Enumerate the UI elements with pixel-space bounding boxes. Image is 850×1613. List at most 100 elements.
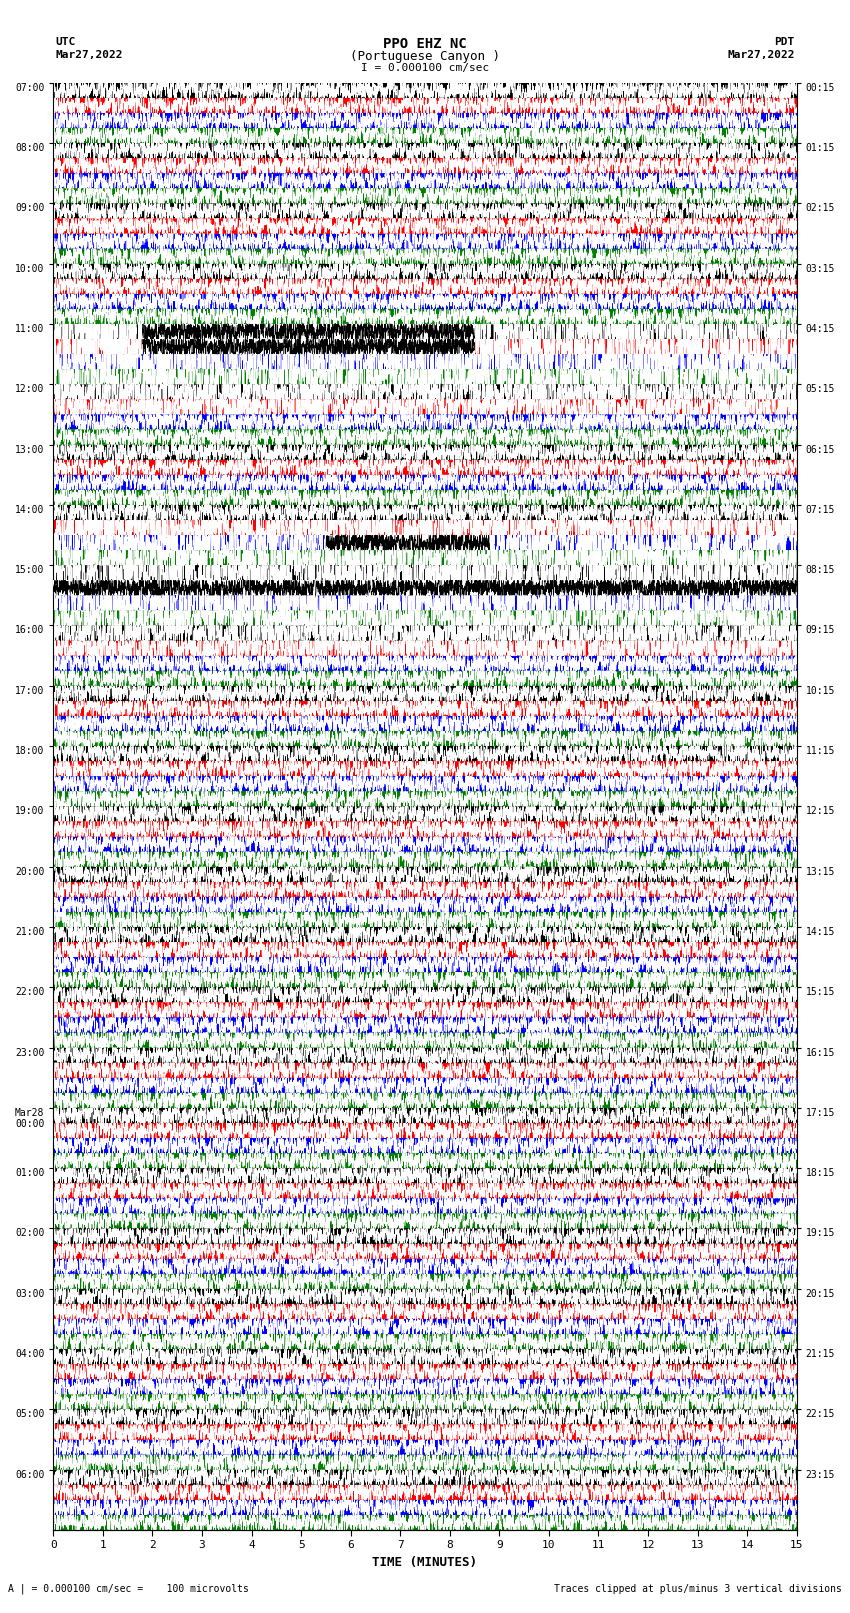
Bar bbox=[54, 1379, 796, 1394]
Bar bbox=[54, 1394, 796, 1410]
Bar bbox=[54, 308, 796, 324]
Bar bbox=[54, 474, 796, 490]
Text: Mar27,2022: Mar27,2022 bbox=[728, 50, 795, 60]
Bar bbox=[54, 173, 796, 189]
Bar bbox=[54, 1108, 796, 1123]
Bar bbox=[54, 565, 796, 581]
Bar bbox=[54, 1424, 796, 1439]
Bar bbox=[143, 324, 474, 339]
Bar bbox=[54, 700, 796, 716]
Bar bbox=[54, 384, 796, 400]
Bar bbox=[54, 1002, 796, 1018]
Bar bbox=[54, 1486, 796, 1500]
Text: PDT: PDT bbox=[774, 37, 795, 47]
Bar bbox=[54, 1303, 796, 1319]
Bar bbox=[54, 1410, 796, 1424]
Bar bbox=[54, 1229, 796, 1244]
Bar bbox=[54, 1319, 796, 1334]
Bar bbox=[54, 1500, 796, 1515]
Bar bbox=[54, 189, 796, 203]
Bar bbox=[54, 837, 796, 852]
Bar bbox=[54, 490, 796, 505]
Bar bbox=[54, 294, 796, 308]
Bar bbox=[54, 1018, 796, 1032]
Text: A | = 0.000100 cm/sec =    100 microvolts: A | = 0.000100 cm/sec = 100 microvolts bbox=[8, 1582, 249, 1594]
Text: PPO EHZ NC: PPO EHZ NC bbox=[383, 37, 467, 52]
Bar bbox=[54, 98, 796, 113]
Bar bbox=[54, 369, 796, 384]
Bar bbox=[54, 581, 796, 595]
Bar bbox=[54, 536, 796, 550]
Bar bbox=[54, 927, 796, 942]
Bar bbox=[54, 460, 796, 474]
Bar bbox=[54, 519, 796, 536]
Bar bbox=[54, 248, 796, 263]
Bar bbox=[54, 1515, 796, 1531]
Bar bbox=[54, 415, 796, 429]
Bar bbox=[54, 263, 796, 279]
Bar bbox=[54, 1334, 796, 1348]
Bar bbox=[54, 1213, 796, 1229]
Bar bbox=[54, 911, 796, 927]
Bar bbox=[54, 218, 796, 234]
Bar bbox=[54, 640, 796, 655]
Bar bbox=[54, 942, 796, 957]
Bar bbox=[54, 324, 796, 339]
Text: UTC: UTC bbox=[55, 37, 76, 47]
Bar bbox=[54, 355, 796, 369]
Bar bbox=[54, 776, 796, 792]
Bar bbox=[54, 127, 796, 144]
Bar bbox=[54, 806, 796, 821]
Bar bbox=[54, 144, 796, 158]
Text: I = 0.000100 cm/sec: I = 0.000100 cm/sec bbox=[361, 63, 489, 73]
Bar bbox=[54, 852, 796, 866]
Text: (Portuguese Canyon ): (Portuguese Canyon ) bbox=[350, 50, 500, 63]
Bar bbox=[54, 1077, 796, 1092]
Bar bbox=[54, 792, 796, 806]
Bar bbox=[54, 1469, 796, 1486]
Bar bbox=[54, 957, 796, 973]
Bar bbox=[54, 731, 796, 747]
Bar bbox=[54, 1184, 796, 1198]
Bar bbox=[54, 1047, 796, 1063]
Bar bbox=[54, 400, 796, 415]
Bar bbox=[54, 686, 796, 700]
Bar bbox=[54, 82, 796, 98]
Bar bbox=[54, 1032, 796, 1047]
Bar bbox=[54, 882, 796, 897]
Bar bbox=[54, 1274, 796, 1289]
Bar bbox=[54, 203, 796, 218]
Bar bbox=[54, 279, 796, 294]
X-axis label: TIME (MINUTES): TIME (MINUTES) bbox=[372, 1557, 478, 1569]
Bar bbox=[326, 536, 490, 550]
Bar bbox=[54, 1455, 796, 1469]
Bar bbox=[54, 1153, 796, 1168]
Bar bbox=[54, 1258, 796, 1274]
Bar bbox=[54, 339, 796, 355]
Bar bbox=[54, 987, 796, 1002]
Bar bbox=[54, 821, 796, 837]
Bar bbox=[54, 1168, 796, 1184]
Bar bbox=[54, 761, 796, 776]
Bar bbox=[54, 550, 796, 565]
Bar bbox=[54, 595, 796, 610]
Bar bbox=[54, 429, 796, 445]
Bar bbox=[54, 1439, 796, 1455]
Bar bbox=[54, 973, 796, 987]
Bar bbox=[54, 1139, 796, 1153]
Bar bbox=[54, 113, 796, 127]
Bar bbox=[54, 626, 796, 640]
Bar bbox=[54, 581, 796, 595]
Bar bbox=[54, 1063, 796, 1077]
Bar bbox=[54, 671, 796, 686]
Bar bbox=[54, 1289, 796, 1303]
Bar bbox=[54, 234, 796, 248]
Text: Mar27,2022: Mar27,2022 bbox=[55, 50, 122, 60]
Bar bbox=[54, 1365, 796, 1379]
Bar bbox=[54, 716, 796, 731]
Bar bbox=[54, 1244, 796, 1258]
Bar bbox=[54, 445, 796, 460]
Bar bbox=[54, 1123, 796, 1139]
Bar bbox=[54, 610, 796, 626]
Bar bbox=[54, 866, 796, 882]
